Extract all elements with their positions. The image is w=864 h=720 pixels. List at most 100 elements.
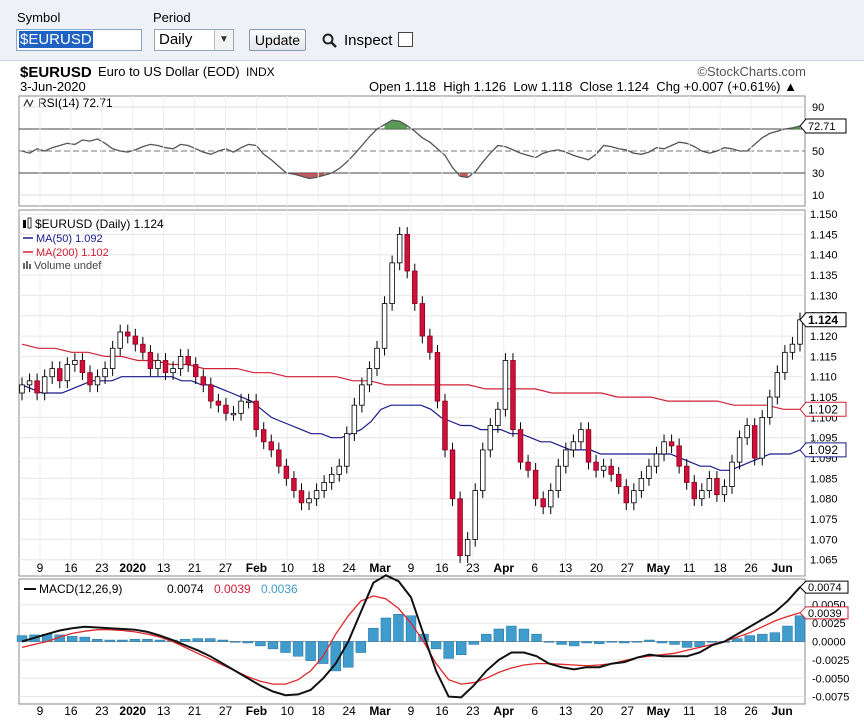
macd-histogram-bar	[368, 628, 379, 642]
macd-title: MACD(12,26,9)	[39, 582, 122, 596]
candle-down	[517, 429, 524, 463]
x-tick-label: 21	[188, 704, 202, 718]
volume-icon	[23, 261, 31, 269]
candle-down	[260, 429, 267, 443]
macd-histogram-bar	[493, 628, 505, 642]
x-tick-label: 20	[590, 561, 604, 575]
candle-up	[389, 262, 395, 304]
candle-down	[676, 445, 682, 467]
x-tick-label: 6	[531, 704, 538, 718]
price-tick-label: 1.110	[810, 372, 837, 384]
candle-down	[208, 384, 214, 402]
update-button[interactable]: Update	[249, 29, 306, 51]
price-value-label: 1.102	[808, 402, 838, 416]
macd-histogram-bar	[506, 625, 517, 642]
x-tick-label: May	[647, 704, 671, 718]
candle-down	[623, 486, 629, 504]
macd-value-label: 0.0074	[808, 582, 842, 594]
symbol-label: Symbol	[17, 10, 61, 25]
macd-histogram-bar	[79, 636, 90, 642]
macd-histogram-bar	[481, 633, 492, 642]
candle-up	[26, 380, 33, 386]
inspect-checkbox[interactable]	[398, 32, 413, 47]
candle-up	[563, 449, 569, 467]
price-value-tag	[799, 312, 847, 328]
period-select[interactable]: Daily ▼	[154, 29, 234, 51]
macd-histogram-bar	[631, 641, 643, 643]
price-tick-label: 1.130	[810, 290, 838, 302]
candle-down	[615, 473, 622, 487]
candle-down	[714, 477, 720, 496]
candle-up	[328, 473, 335, 483]
candle-down	[412, 270, 418, 304]
candle-up	[49, 368, 55, 378]
candle-down	[668, 441, 675, 447]
symbol-input[interactable]: $EURUSD	[16, 29, 142, 51]
candle-up	[600, 465, 607, 471]
candle-up	[94, 376, 101, 386]
candle-down	[79, 360, 86, 374]
price-value-tag	[799, 401, 847, 417]
candle-down	[34, 380, 40, 394]
candle-down	[532, 469, 539, 500]
candle-down	[691, 482, 697, 500]
x-tick-label: 11	[683, 561, 696, 575]
rsi-value-label: 72.71	[808, 121, 836, 133]
ma50-line	[21, 376, 801, 471]
x-tick-label: 13	[559, 561, 573, 575]
macd-histogram-bar	[405, 615, 417, 642]
candle-up	[238, 400, 244, 414]
macd-histogram-bar	[468, 641, 479, 645]
candle-up	[699, 490, 705, 500]
x-tick-label: 16	[435, 704, 449, 718]
candle-down	[253, 400, 259, 430]
candle-up	[782, 351, 788, 374]
x-tick-label: 9	[37, 704, 44, 718]
candle-down	[162, 360, 169, 374]
macd-histogram-bar	[217, 639, 228, 642]
x-tick-label: 2020	[119, 704, 146, 718]
x-tick-label: 6	[531, 561, 538, 575]
candle-down	[283, 465, 290, 479]
candle-up	[464, 538, 471, 557]
x-tick-label: 18	[312, 561, 326, 575]
macd-histogram-bar	[782, 625, 793, 642]
candle-up	[72, 360, 78, 365]
x-tick-label: 18	[312, 704, 326, 718]
macd-histogram-bar	[393, 614, 404, 642]
rsi-tick-label: 90	[812, 102, 824, 114]
macd-histogram-bar	[644, 639, 655, 642]
price-tick-label: 1.095	[810, 433, 838, 445]
rsi-tick-label: 10	[812, 190, 824, 202]
candle-down	[147, 351, 154, 370]
candle-down	[683, 465, 690, 483]
x-tick-label: 27	[621, 561, 635, 575]
x-tick-label: 27	[621, 704, 635, 718]
candle-up	[245, 400, 252, 404]
macd-histogram-bar	[430, 641, 442, 650]
candle-up	[155, 360, 161, 370]
candle-down	[442, 400, 448, 451]
candle-down	[125, 331, 131, 337]
candle-up	[548, 490, 554, 508]
candle-down	[291, 477, 297, 491]
candle-down	[449, 449, 456, 500]
candle-down	[185, 355, 191, 365]
header-date: 3-Jun-2020	[20, 79, 86, 94]
ma50-legend: MA(50) 1.092	[36, 233, 103, 245]
candle-up	[646, 465, 652, 479]
chevron-down-icon[interactable]: ▼	[214, 30, 233, 50]
stock-chart: $EURUSD Euro to US Dollar (EOD) INDX ©St…	[16, 64, 849, 718]
macd-hist-value: 0.0036	[261, 582, 298, 596]
header-exchange: INDX	[246, 65, 275, 79]
candle-up	[631, 490, 637, 504]
macd-histogram-bar	[706, 641, 718, 643]
x-tick-label: 11	[683, 704, 696, 718]
macd-value-tag	[799, 580, 849, 594]
macd-histogram-bar	[230, 641, 241, 643]
candle-up	[797, 319, 803, 345]
macd-tick-label: 0.0000	[812, 637, 846, 649]
macd-histogram-bar	[179, 639, 191, 642]
candle-up	[351, 404, 358, 435]
candle-up	[41, 376, 48, 394]
